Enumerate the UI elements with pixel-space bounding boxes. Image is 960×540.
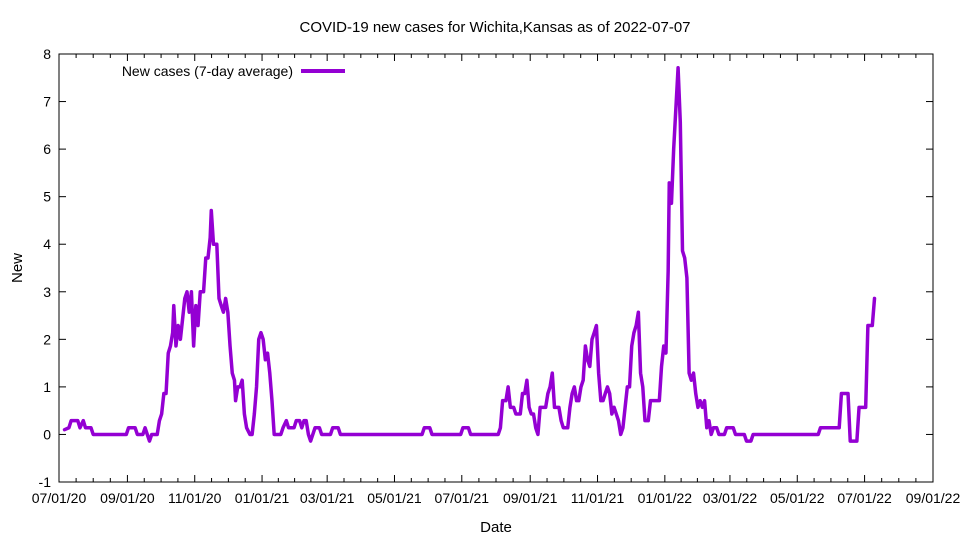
x-tick-label: 07/01/20 (32, 490, 87, 506)
y-tick-label: 1 (43, 379, 51, 395)
legend: New cases (7-day average) (122, 63, 345, 79)
y-tick-label: 4 (43, 236, 51, 252)
x-tick-label: 05/01/22 (770, 490, 825, 506)
x-tick-label: 03/01/22 (703, 490, 758, 506)
legend-label: New cases (7-day average) (122, 63, 293, 79)
y-tick-label: 6 (43, 141, 51, 157)
x-axis-title: Date (480, 519, 512, 536)
chart-title: COVID-19 new cases for Wichita,Kansas as… (299, 19, 690, 36)
y-tick-label: 8 (43, 46, 51, 62)
series-line (62, 66, 877, 443)
y-tick-label: 5 (43, 189, 51, 205)
x-tick-label: 09/01/22 (906, 490, 960, 506)
x-tick-label: 03/01/21 (300, 490, 355, 506)
y-tick-label: -1 (39, 474, 52, 490)
y-axis: -1 0 1 2 3 4 5 6 7 8 (39, 46, 933, 490)
y-axis-title: New (9, 253, 26, 283)
plot-frame (58, 53, 934, 483)
x-axis: 07/01/20 09/01/20 11/01/20 01/01/21 03/01/21… (32, 54, 960, 506)
series-group (62, 66, 877, 443)
x-tick-label: 09/01/20 (100, 490, 155, 506)
x-tick-label: 11/01/20 (168, 490, 222, 506)
x-tick-label: 09/01/21 (503, 490, 558, 506)
y-tick-label: 7 (43, 94, 51, 110)
x-tick-label: 07/01/22 (837, 490, 892, 506)
y-tick-label: 0 (43, 426, 51, 442)
x-tick-label: 11/01/21 (571, 490, 625, 506)
x-tick-label: 07/01/21 (435, 490, 490, 506)
x-tick-label: 01/01/22 (638, 490, 693, 506)
y-tick-label: 3 (43, 284, 51, 300)
x-tick-label: 01/01/21 (235, 490, 290, 506)
y-tick-label: 2 (43, 331, 51, 347)
x-tick-label: 05/01/21 (367, 490, 422, 506)
